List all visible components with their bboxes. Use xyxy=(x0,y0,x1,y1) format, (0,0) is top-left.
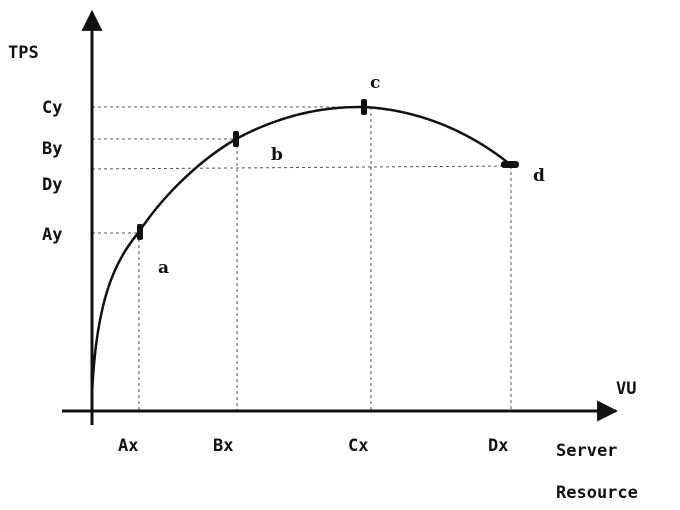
y-tick-cy: Cy xyxy=(42,98,62,118)
guide-dy xyxy=(91,165,511,170)
point-a-marker xyxy=(137,224,143,240)
x-tick-dx: Dx xyxy=(488,436,508,456)
y-tick-ay: Ay xyxy=(42,225,62,245)
x-tick-ax: Ax xyxy=(118,436,138,456)
x-tick-cx: Cx xyxy=(348,436,368,456)
point-b-marker xyxy=(233,131,239,147)
x-axis-title-resource: Resource xyxy=(556,483,638,503)
x-axis-title-vu: VU xyxy=(616,379,636,399)
y-tick-dy: Dy xyxy=(42,175,62,195)
point-a-label: a xyxy=(158,258,169,278)
y-tick-by: By xyxy=(42,139,62,159)
point-b-label: b xyxy=(271,145,283,165)
point-c-label: c xyxy=(370,73,380,93)
tps-curve xyxy=(90,105,512,396)
y-axis-title: TPS xyxy=(8,43,39,63)
x-tick-bx: Bx xyxy=(213,436,233,456)
point-d-label: d xyxy=(533,166,545,186)
x-axis-title-server: Server xyxy=(556,441,617,461)
point-c-marker xyxy=(361,99,367,115)
guide-lines xyxy=(91,106,512,410)
point-d-marker xyxy=(501,161,519,168)
